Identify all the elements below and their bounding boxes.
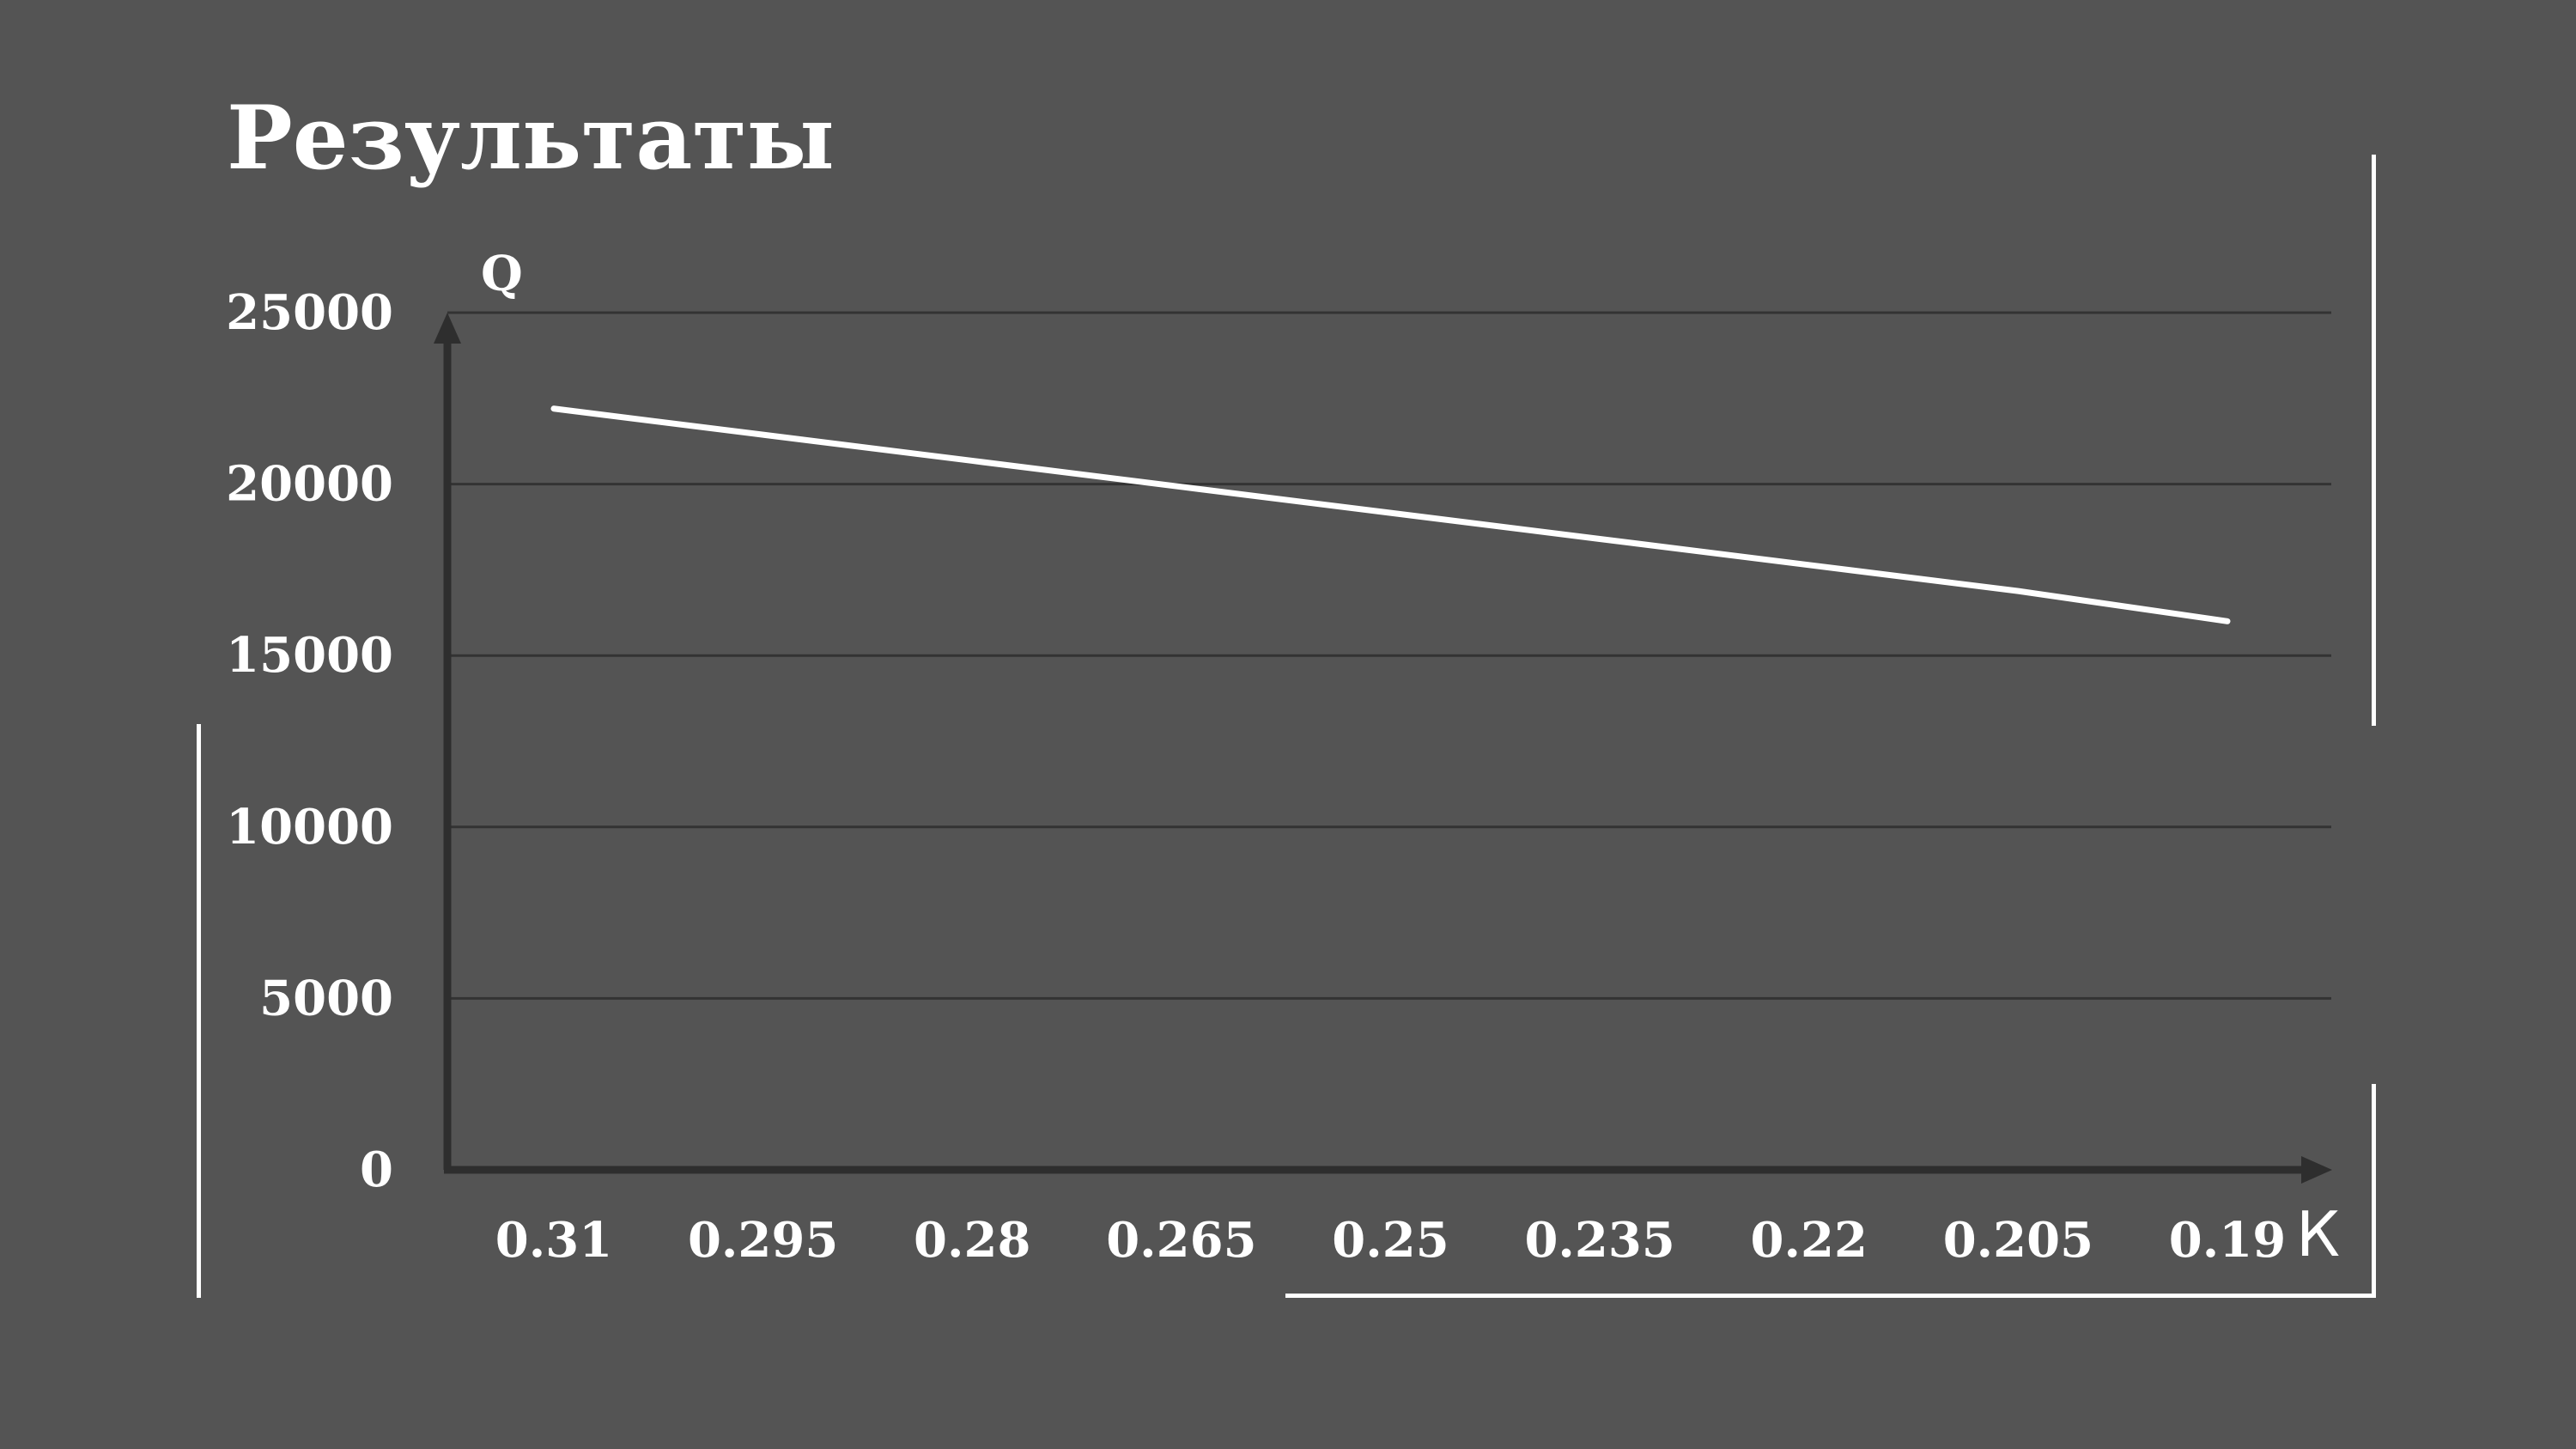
- series: [550, 405, 2231, 624]
- series-line: [550, 405, 2231, 624]
- y-tick-label: 15000: [226, 627, 393, 684]
- x-tick-label: 0.19: [2169, 1212, 2286, 1269]
- x-tick-label: 0.265: [1106, 1212, 1256, 1269]
- x-tick-label: 0.205: [1943, 1212, 2093, 1269]
- x-tick-label: 0.235: [1524, 1212, 1674, 1269]
- frame-right-bottom-line: [2372, 1084, 2376, 1297]
- y-tick-label: 25000: [226, 284, 393, 341]
- x-axis-title: К: [2296, 1198, 2340, 1270]
- axes: [434, 313, 2332, 1184]
- y-axis-title: Q: [481, 246, 523, 302]
- frame-left-line: [197, 724, 201, 1298]
- y-tick-label: 10000: [226, 799, 393, 855]
- grid: [447, 311, 2331, 1000]
- x-tick-label: 0.28: [914, 1212, 1030, 1269]
- frame-right-top-line: [2372, 155, 2376, 726]
- y-tick-label: 5000: [259, 970, 393, 1026]
- x-axis-arrow: [2301, 1156, 2332, 1184]
- x-tick-label: 0.25: [1332, 1212, 1449, 1269]
- y-tick-label: 20000: [226, 456, 393, 513]
- x-tick-label: 0.22: [1751, 1212, 1868, 1269]
- y-axis-arrow: [434, 313, 461, 344]
- y-tick-label: 0: [360, 1142, 393, 1198]
- x-tick-label: 0.295: [688, 1212, 838, 1269]
- y-tick-labels: 0 5000 10000 15000 20000 25000: [226, 284, 393, 1198]
- x-tick-label: 0.31: [495, 1212, 612, 1269]
- frame-bottom-line: [1285, 1294, 2376, 1298]
- x-tick-labels: 0.31 0.295 0.28 0.265 0.25 0.235 0.22 0.205 0.19: [495, 1212, 2286, 1269]
- slide-title: Результаты: [227, 87, 835, 190]
